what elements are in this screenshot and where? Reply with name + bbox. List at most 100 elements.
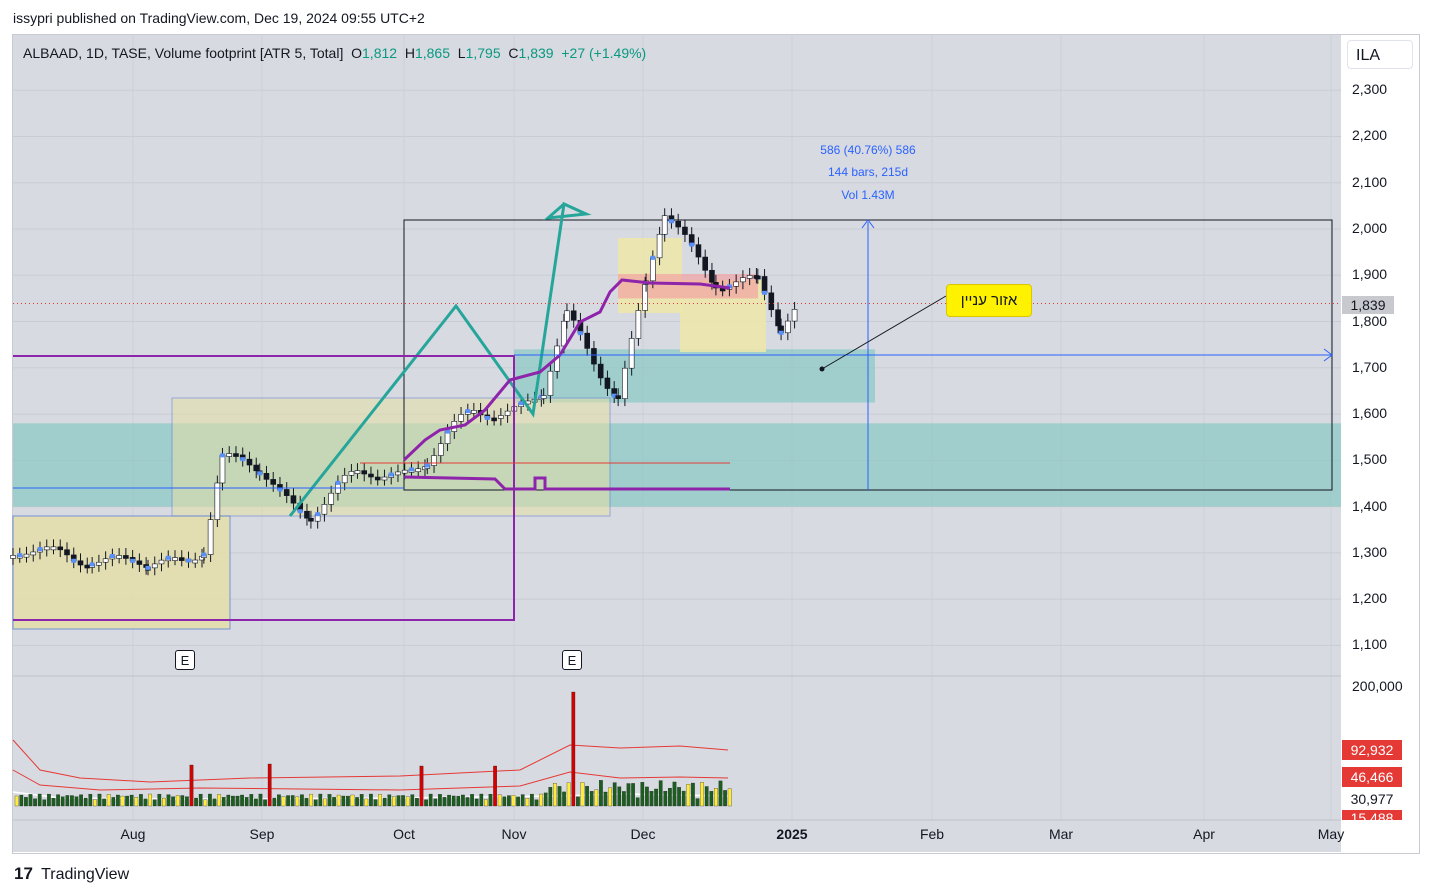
volume-bar (350, 794, 355, 807)
volume-bar (24, 797, 28, 807)
volume-bar (511, 795, 516, 807)
volume-bar (405, 796, 410, 807)
candle-body (50, 546, 57, 551)
volume-bar (681, 790, 686, 807)
volume-bar (281, 796, 286, 807)
zones-layer (12, 219, 1341, 630)
chart-legend: ALBAAD, 1D, TASE, Volume footprint [ATR … (23, 45, 646, 61)
volume-bar (139, 794, 143, 807)
candle-body (504, 410, 511, 416)
footer-brand[interactable]: 17 TradingView (14, 864, 129, 884)
footprint-cell (465, 409, 471, 414)
candle-body (219, 455, 226, 484)
volume-bar (323, 798, 327, 807)
candle-body (354, 470, 361, 474)
candle-body (368, 473, 374, 478)
price-tick-label: 2,300 (1352, 81, 1388, 98)
candle-body (23, 553, 30, 558)
candle-body (471, 410, 477, 414)
volume-bar (668, 787, 672, 807)
volume-bar (548, 787, 553, 807)
volume-bar (125, 795, 129, 807)
candle-body (702, 256, 708, 271)
legend-high-label: H (404, 45, 415, 61)
candle-body (361, 470, 368, 475)
candle-body (136, 560, 143, 565)
volume-bar (65, 795, 70, 807)
footprint-cell (109, 553, 115, 558)
earnings-marker[interactable]: E (562, 650, 582, 670)
volume-bar (373, 799, 378, 807)
volume-bar (562, 791, 566, 807)
footprint-cell (484, 415, 490, 420)
footer-brand-name: TradingView (41, 866, 130, 883)
volume-bar (295, 796, 300, 807)
volume-bar (727, 788, 732, 807)
candle-body (178, 557, 185, 561)
candle-body (682, 226, 688, 235)
price-tick-label: 1,600 (1352, 405, 1388, 422)
volume-bar (612, 782, 617, 807)
volume-bar (465, 797, 470, 807)
volume-bar (231, 795, 235, 807)
candle-body (192, 559, 199, 564)
volume-bar (166, 794, 171, 807)
volume-tag-92932: 92,932 (1342, 740, 1402, 760)
volume-bar (203, 799, 208, 807)
price-tick-label: 1,800 (1352, 312, 1388, 329)
volume-bar (428, 793, 433, 807)
candle-body (564, 310, 570, 322)
candle-body (401, 469, 408, 474)
candle-body (540, 395, 547, 399)
footprint-cell (408, 467, 414, 472)
volume-bar (442, 797, 447, 807)
volume-bar (451, 795, 456, 807)
candle-body (740, 277, 746, 283)
time-tick-label: Mar (1048, 826, 1074, 842)
volume-bar (47, 793, 51, 807)
candle-body (304, 510, 310, 519)
volume-bar (249, 794, 254, 807)
candle-body (635, 310, 642, 339)
candle-body (642, 284, 648, 311)
volume-bar (152, 799, 157, 807)
volume-bar (474, 798, 479, 807)
legend-open: 1,812 (362, 45, 398, 61)
candle-body (341, 474, 348, 484)
footprint-cell (297, 509, 303, 514)
volume-bar (723, 790, 727, 807)
volume-bar (120, 795, 125, 807)
currency-button[interactable]: ILA (1347, 40, 1413, 69)
footprint-cell (277, 487, 283, 492)
volume-bar (714, 788, 718, 807)
volume-bar (530, 793, 534, 807)
price-axis[interactable] (1341, 35, 1418, 852)
candle-body (415, 468, 422, 473)
volume-bar (258, 793, 263, 807)
candle-body (226, 453, 233, 457)
volume-bar (672, 781, 677, 807)
volume-bar (456, 795, 461, 807)
legend-high: 1,865 (414, 45, 451, 61)
volume-bar (336, 794, 341, 807)
volume-bar (410, 794, 415, 807)
time-tick-label: 2025 (776, 826, 808, 842)
volume-bar (401, 795, 405, 807)
earnings-marker[interactable]: E (175, 650, 195, 670)
candle-body (746, 275, 753, 279)
candles-layer (10, 208, 798, 576)
candle-body (233, 453, 239, 457)
footprint-cell (762, 290, 768, 295)
footprint-cell (650, 255, 656, 260)
candle-body (308, 517, 314, 522)
candle-body (158, 559, 165, 565)
candle-body (96, 561, 102, 566)
last-price-tag: 1,839 (1342, 296, 1394, 314)
volume-bar (327, 794, 332, 807)
volume-bar (695, 798, 700, 807)
volume-bar (580, 782, 585, 807)
time-tick-label: May (1317, 826, 1345, 842)
zone-of-interest-note[interactable]: אזור עניין (946, 284, 1032, 317)
volume-bar (51, 797, 56, 807)
